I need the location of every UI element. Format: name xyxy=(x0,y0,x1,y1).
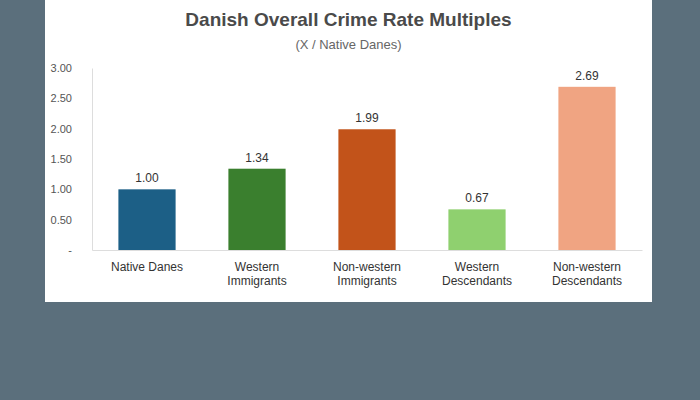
y-tick-label: 0.50 xyxy=(51,214,72,226)
x-axis: Native DanesWesternImmigrantsNon-western… xyxy=(93,250,643,288)
x-tick-label-line: Descendants xyxy=(442,274,512,288)
x-tick: Non-westernDescendants xyxy=(552,250,622,288)
x-tick-label-line: Immigrants xyxy=(227,274,286,288)
bar xyxy=(228,169,285,250)
y-tick: - xyxy=(68,244,92,256)
card xyxy=(45,0,652,302)
x-tick-label: WesternImmigrants xyxy=(227,260,286,288)
x-tick-label-line: Non-western xyxy=(333,260,401,274)
data-label: 2.69 xyxy=(575,69,599,83)
y-tick: 0.50 xyxy=(51,214,92,226)
y-tick: 1.50 xyxy=(51,153,92,165)
x-tick: WesternDescendants xyxy=(442,250,512,288)
x-tick-label-line: Western xyxy=(235,260,279,274)
y-tick-label: 1.50 xyxy=(51,153,72,165)
subtitle: (X / Native Danes) xyxy=(295,37,401,52)
x-tick-label-line: Immigrants xyxy=(337,274,396,288)
y-tick: 2.50 xyxy=(51,92,92,104)
bar xyxy=(338,129,395,250)
bars xyxy=(118,87,615,250)
data-labels: 1.00 1.34 1.99 0.67 2.69 xyxy=(135,69,599,206)
data-label: 1.99 xyxy=(355,111,379,125)
chart: Danish Overall Crime Rate Multiples (X / … xyxy=(0,0,700,400)
y-tick-label: 2.00 xyxy=(51,123,72,135)
x-tick-label-line: Non-western xyxy=(553,260,621,274)
bar xyxy=(448,209,505,250)
y-tick: 2.00 xyxy=(51,123,92,135)
bar xyxy=(118,189,175,250)
x-tick-label-line: Descendants xyxy=(552,274,622,288)
x-tick-label: Non-westernDescendants xyxy=(552,260,622,288)
data-label: 0.67 xyxy=(465,191,489,205)
data-label: 1.00 xyxy=(135,171,159,185)
y-tick-label: 3.00 xyxy=(51,62,72,74)
x-tick: Non-westernImmigrants xyxy=(333,250,401,288)
y-tick: 3.00 xyxy=(51,62,92,74)
y-tick-label: - xyxy=(68,244,72,256)
data-label: 1.34 xyxy=(245,151,269,165)
x-tick-label: Native Danes xyxy=(111,260,183,274)
y-axis-line xyxy=(92,69,93,251)
bar xyxy=(558,87,615,250)
x-tick: WesternImmigrants xyxy=(227,250,286,288)
x-tick-label-line: Western xyxy=(455,260,499,274)
y-tick-label: 2.50 xyxy=(51,92,72,104)
x-tick-label: Non-westernImmigrants xyxy=(333,260,401,288)
x-tick-label: WesternDescendants xyxy=(442,260,512,288)
title: Danish Overall Crime Rate Multiples xyxy=(185,9,511,30)
y-tick: 1.00 xyxy=(51,183,92,195)
y-axis: - 0.50 1.00 1.50 2.00 2.50 3.00 xyxy=(51,62,93,256)
x-tick: Native Danes xyxy=(111,250,183,274)
y-tick-label: 1.00 xyxy=(51,183,72,195)
x-tick-label-line: Native Danes xyxy=(111,260,183,274)
x-axis-line xyxy=(93,250,643,251)
